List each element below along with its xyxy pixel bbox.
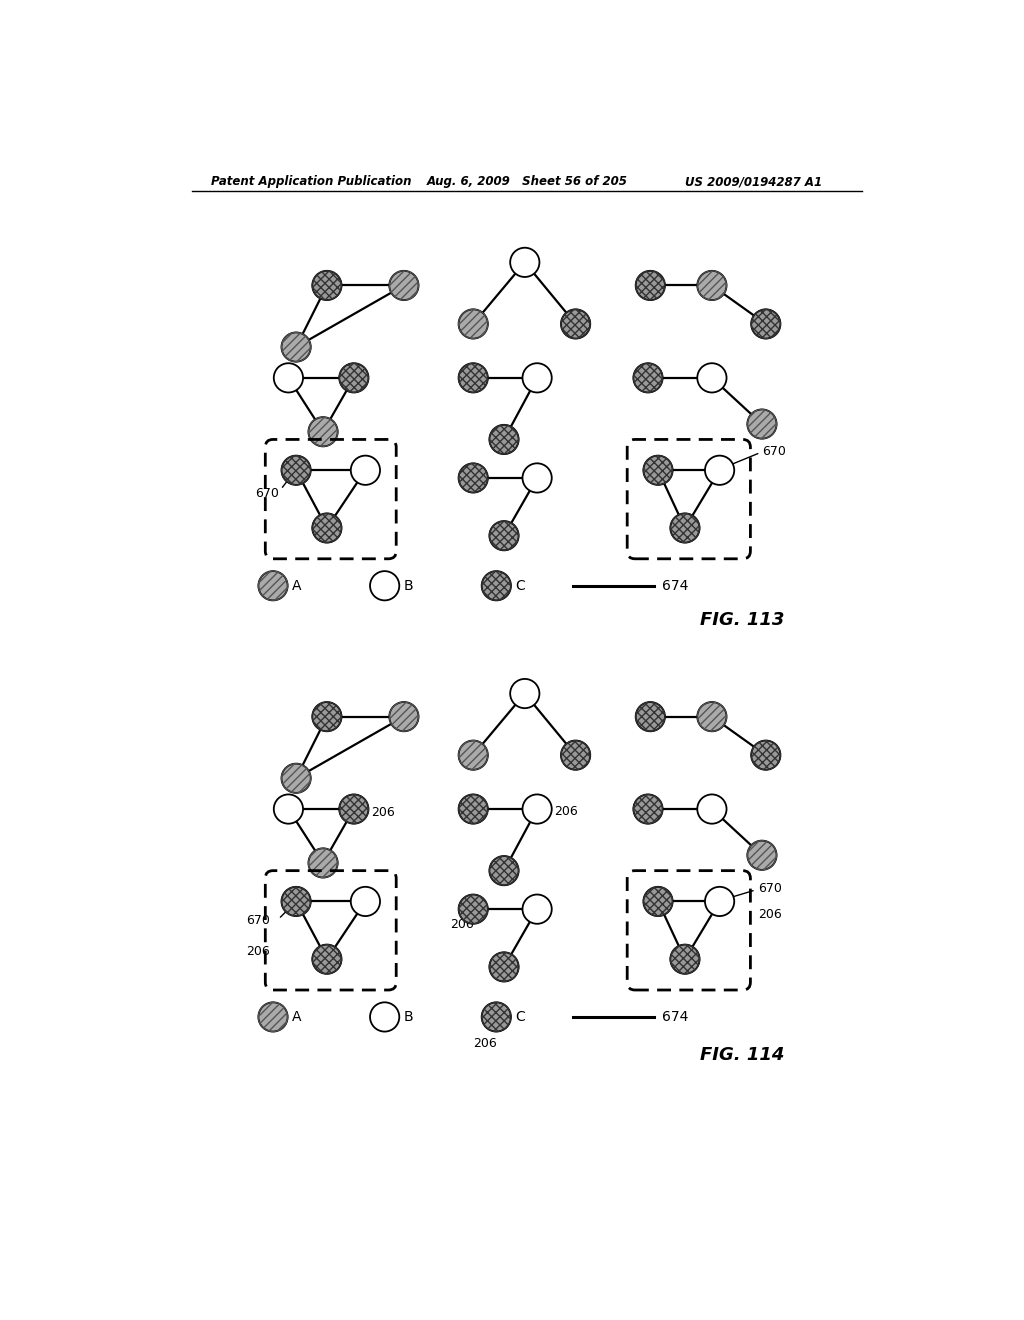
Circle shape [697, 795, 727, 824]
Circle shape [510, 678, 540, 709]
Circle shape [370, 572, 399, 601]
Circle shape [459, 895, 487, 924]
Circle shape [489, 952, 518, 982]
Text: 670: 670 [246, 915, 270, 927]
Text: 670: 670 [762, 445, 785, 458]
Text: 206: 206 [451, 917, 474, 931]
Circle shape [561, 741, 590, 770]
Circle shape [312, 702, 342, 731]
Circle shape [312, 945, 342, 974]
Circle shape [634, 795, 663, 824]
Text: 206: 206 [371, 807, 394, 820]
Circle shape [510, 248, 540, 277]
Text: 206: 206 [473, 1038, 497, 1051]
Circle shape [282, 455, 310, 484]
Circle shape [339, 363, 369, 392]
Circle shape [643, 455, 673, 484]
Text: Patent Application Publication: Patent Application Publication [211, 176, 412, 189]
Text: B: B [403, 1010, 414, 1024]
Text: FIG. 114: FIG. 114 [700, 1047, 784, 1064]
Text: A: A [292, 578, 302, 593]
Circle shape [308, 849, 338, 878]
Circle shape [389, 702, 419, 731]
Text: Aug. 6, 2009   Sheet 56 of 205: Aug. 6, 2009 Sheet 56 of 205 [427, 176, 628, 189]
Text: 670: 670 [255, 487, 280, 500]
Circle shape [370, 1002, 399, 1032]
Circle shape [273, 795, 303, 824]
Circle shape [636, 702, 665, 731]
Circle shape [459, 463, 487, 492]
Circle shape [481, 1002, 511, 1032]
Circle shape [636, 271, 665, 300]
Circle shape [282, 333, 310, 362]
Text: 206: 206 [758, 908, 782, 921]
Circle shape [351, 887, 380, 916]
Text: A: A [292, 1010, 302, 1024]
Circle shape [522, 463, 552, 492]
Circle shape [705, 887, 734, 916]
Text: 674: 674 [662, 1010, 688, 1024]
Circle shape [312, 271, 342, 300]
Circle shape [282, 763, 310, 793]
Circle shape [273, 363, 303, 392]
Circle shape [522, 895, 552, 924]
Circle shape [671, 513, 699, 543]
Circle shape [748, 841, 776, 870]
Text: US 2009/0194287 A1: US 2009/0194287 A1 [685, 176, 822, 189]
Text: 674: 674 [662, 578, 688, 593]
Circle shape [459, 795, 487, 824]
Text: C: C [515, 578, 525, 593]
Text: 206: 206 [554, 805, 578, 818]
Circle shape [634, 363, 663, 392]
Circle shape [697, 363, 727, 392]
Circle shape [258, 1002, 288, 1032]
Circle shape [643, 887, 673, 916]
Circle shape [522, 795, 552, 824]
Circle shape [705, 455, 734, 484]
Circle shape [258, 572, 288, 601]
Circle shape [489, 521, 518, 550]
Circle shape [752, 309, 780, 339]
Circle shape [489, 425, 518, 454]
Circle shape [351, 455, 380, 484]
Circle shape [282, 887, 310, 916]
Circle shape [308, 417, 338, 446]
Text: 670: 670 [758, 882, 782, 895]
Circle shape [561, 309, 590, 339]
Circle shape [459, 741, 487, 770]
Circle shape [671, 945, 699, 974]
Text: B: B [403, 578, 414, 593]
Circle shape [752, 741, 780, 770]
Circle shape [312, 513, 342, 543]
Circle shape [459, 363, 487, 392]
Circle shape [489, 857, 518, 886]
Circle shape [481, 572, 511, 601]
Text: FIG. 113: FIG. 113 [700, 611, 784, 630]
Text: 206: 206 [246, 945, 269, 958]
Circle shape [748, 409, 776, 438]
Text: C: C [515, 1010, 525, 1024]
Circle shape [389, 271, 419, 300]
Circle shape [697, 702, 727, 731]
Circle shape [697, 271, 727, 300]
Circle shape [339, 795, 369, 824]
Circle shape [459, 309, 487, 339]
Circle shape [522, 363, 552, 392]
